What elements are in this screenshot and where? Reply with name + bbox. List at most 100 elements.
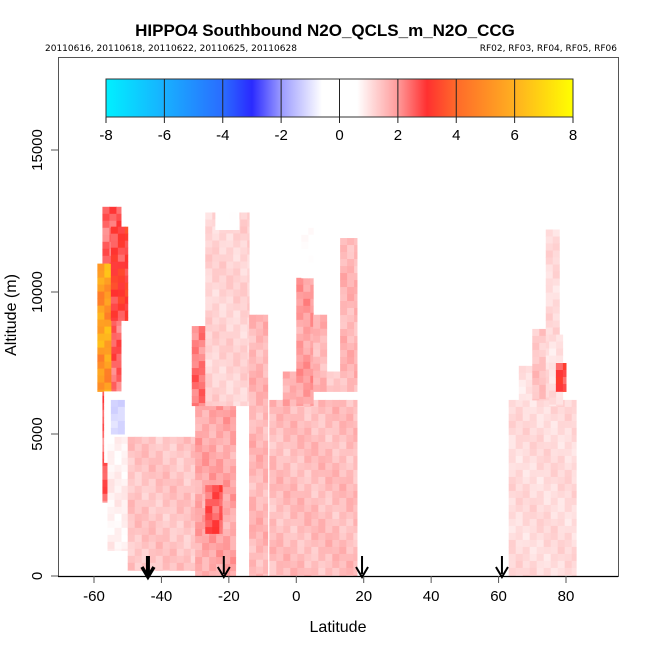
profile-cell [339, 539, 347, 548]
profile-cell [124, 254, 129, 263]
profile-cell [212, 506, 220, 514]
profile-cell [249, 545, 257, 554]
profile-cell [205, 296, 213, 304]
profile-cell [543, 525, 552, 534]
profile-cell [219, 492, 223, 500]
arrow-head [355, 566, 369, 579]
profile-cell [127, 485, 136, 494]
profile-cell [269, 448, 277, 457]
profile-cell [110, 275, 119, 284]
profile-cell [109, 220, 117, 229]
profile-cell [249, 447, 257, 456]
profile-cell [127, 450, 136, 459]
profile-cell [109, 332, 117, 341]
profile-cell [311, 532, 319, 541]
profile-cell [121, 548, 129, 551]
profile-cell [226, 352, 234, 360]
colorbar-tick-label: 0 [335, 127, 343, 144]
profile-cell [571, 574, 577, 576]
profile-cell [550, 497, 559, 506]
profile-cell [536, 539, 545, 548]
profile-cell [515, 469, 524, 478]
profile-cell [515, 525, 524, 534]
profile-cell [549, 383, 557, 392]
profile-cell [219, 513, 223, 521]
profile-cell [276, 448, 284, 457]
profile-cell [325, 448, 333, 457]
profile-cell [107, 485, 115, 494]
profile-cell [536, 574, 545, 576]
y-tick-label: 5000 [29, 417, 46, 450]
profile-cell [283, 511, 291, 520]
profile-cell [539, 384, 547, 393]
profile-cell [212, 303, 220, 311]
profile-cell [313, 321, 321, 330]
profile-cell [346, 483, 354, 492]
profile-cell [529, 553, 538, 562]
profile-cell [564, 434, 573, 443]
profile-cell [256, 559, 264, 568]
profile-cell [134, 569, 143, 571]
profile-cell [545, 243, 554, 252]
profile-cell [276, 483, 284, 492]
profile-cell [249, 363, 257, 372]
profile-cell [256, 356, 264, 365]
profile-cell [346, 406, 354, 415]
profile-cell [515, 420, 524, 429]
profile-cell [290, 525, 298, 534]
profile-cell [215, 219, 223, 227]
colorbar-tick-label: -8 [99, 127, 112, 144]
profile-cell [353, 497, 358, 506]
profile-cell [116, 374, 122, 383]
profile-cell [332, 518, 340, 527]
profile-cell [354, 294, 358, 302]
profile-cell [308, 276, 314, 279]
profile-cell [325, 546, 333, 555]
profile-cell [311, 469, 319, 478]
profile-cell [233, 303, 241, 311]
profile-cell [134, 513, 143, 522]
profile-cell [249, 510, 257, 519]
profile-cell [346, 469, 354, 478]
profile-cell [276, 399, 284, 408]
profile-cell [110, 240, 119, 249]
profile-cell [141, 520, 150, 529]
profile-cell [127, 464, 136, 473]
profile-cell [340, 301, 348, 309]
profile-cell [564, 511, 573, 520]
profile-cell [549, 341, 557, 350]
profile-cell [97, 298, 105, 307]
profile-cell [127, 569, 136, 571]
profile-cell [508, 469, 517, 478]
profile-cell [346, 567, 354, 576]
profile-cell [276, 574, 284, 576]
profile-cell [219, 499, 223, 507]
profile-cell [134, 492, 143, 501]
profile-cell [311, 462, 319, 471]
profile-cell [318, 420, 326, 429]
profile-cell [124, 310, 129, 319]
profile-cell [303, 347, 311, 356]
profile-cell [304, 546, 312, 555]
profile-cell [557, 553, 566, 562]
profile-cell [141, 464, 150, 473]
profile-cell [230, 459, 237, 467]
profile-cell [571, 476, 577, 485]
profile-cell [326, 371, 335, 380]
profile-cell [223, 438, 231, 446]
profile-cell [353, 546, 358, 555]
profile-cell [515, 490, 524, 499]
profile-cell [325, 427, 333, 436]
profile-cell [229, 198, 237, 206]
profile-cell [205, 331, 213, 339]
profile-cell [550, 462, 559, 471]
profile-cell [571, 560, 577, 569]
profile-cell [212, 492, 220, 500]
profile-cell [532, 398, 540, 401]
profile-cell [249, 482, 257, 491]
profile-cell [276, 567, 284, 576]
profile-cell [148, 499, 157, 508]
profile-cell [107, 499, 115, 508]
profile-cell [550, 525, 559, 534]
